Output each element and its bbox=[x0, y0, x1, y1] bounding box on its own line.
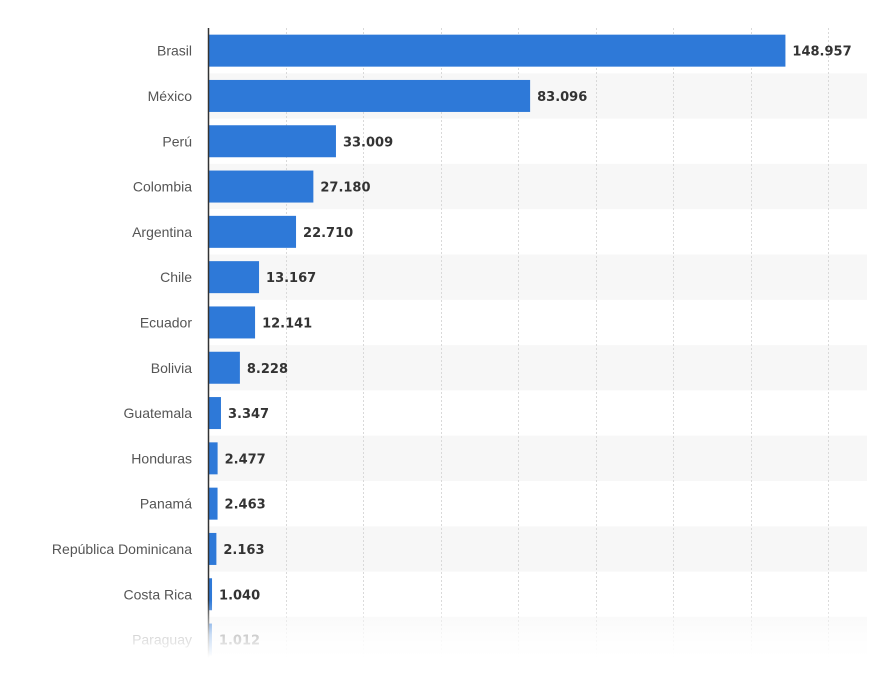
bar-bolivia[interactable] bbox=[208, 351, 240, 384]
bar-peru[interactable] bbox=[208, 125, 336, 158]
category-label-brasil: Brasil bbox=[157, 43, 192, 59]
value-label-republica-dominicana: 2.163 bbox=[223, 543, 264, 558]
row-band bbox=[208, 526, 867, 572]
value-label-costa-rica: 1.040 bbox=[219, 588, 260, 603]
category-label-republica-dominicana: República Dominicana bbox=[52, 541, 192, 557]
bar-argentina[interactable] bbox=[208, 215, 297, 248]
category-label-paraguay: Paraguay bbox=[132, 632, 192, 648]
value-labels: 148.957 83.096 33.009 27.180 22.710 13.167 12.… bbox=[219, 45, 852, 649]
category-label-guatemala: Guatemala bbox=[124, 405, 193, 421]
category-label-peru: Perú bbox=[162, 133, 192, 149]
bar-honduras[interactable] bbox=[208, 442, 218, 475]
value-label-ecuador: 12.141 bbox=[262, 316, 312, 331]
value-label-paraguay: 1.012 bbox=[219, 634, 260, 649]
bar-brasil[interactable] bbox=[208, 34, 786, 67]
category-label-bolivia: Bolivia bbox=[151, 360, 192, 376]
category-labels: Brasil México Perú Colombia Argentina Chile Ec… bbox=[52, 43, 192, 648]
row-band bbox=[208, 163, 867, 210]
bar-guatemala[interactable] bbox=[208, 397, 221, 430]
value-label-honduras: 2.477 bbox=[225, 452, 266, 467]
category-label-honduras: Honduras bbox=[131, 450, 192, 466]
value-label-peru: 33.009 bbox=[343, 135, 393, 150]
bar-ecuador[interactable] bbox=[208, 306, 256, 339]
category-label-costa-rica: Costa Rica bbox=[124, 586, 193, 602]
bar-costa-rica[interactable] bbox=[208, 578, 213, 611]
value-label-guatemala: 3.347 bbox=[228, 407, 269, 422]
gridlines bbox=[286, 28, 829, 663]
value-label-bolivia: 8.228 bbox=[247, 362, 288, 377]
bars bbox=[208, 34, 786, 656]
row-band bbox=[208, 616, 867, 663]
category-label-panama: Panamá bbox=[140, 496, 192, 512]
row-bands bbox=[208, 73, 867, 663]
row-band bbox=[208, 254, 867, 300]
row-band bbox=[208, 435, 867, 481]
value-label-chile: 13.167 bbox=[266, 271, 316, 286]
bar-panama[interactable] bbox=[208, 487, 218, 520]
value-label-brasil: 148.957 bbox=[792, 45, 851, 60]
category-label-chile: Chile bbox=[160, 269, 192, 285]
row-band bbox=[208, 345, 867, 391]
value-label-argentina: 22.710 bbox=[303, 226, 353, 241]
bar-republica-dominicana[interactable] bbox=[208, 532, 217, 565]
value-label-mexico: 83.096 bbox=[537, 90, 587, 105]
category-label-mexico: México bbox=[148, 88, 193, 104]
value-label-colombia: 27.180 bbox=[320, 181, 370, 196]
bar-chile[interactable] bbox=[208, 261, 260, 294]
value-label-panama: 2.463 bbox=[225, 498, 266, 513]
bar-mexico[interactable] bbox=[208, 79, 531, 112]
bar-colombia[interactable] bbox=[208, 170, 314, 203]
category-label-ecuador: Ecuador bbox=[140, 314, 192, 330]
category-label-argentina: Argentina bbox=[132, 224, 192, 240]
category-label-colombia: Colombia bbox=[133, 179, 192, 195]
